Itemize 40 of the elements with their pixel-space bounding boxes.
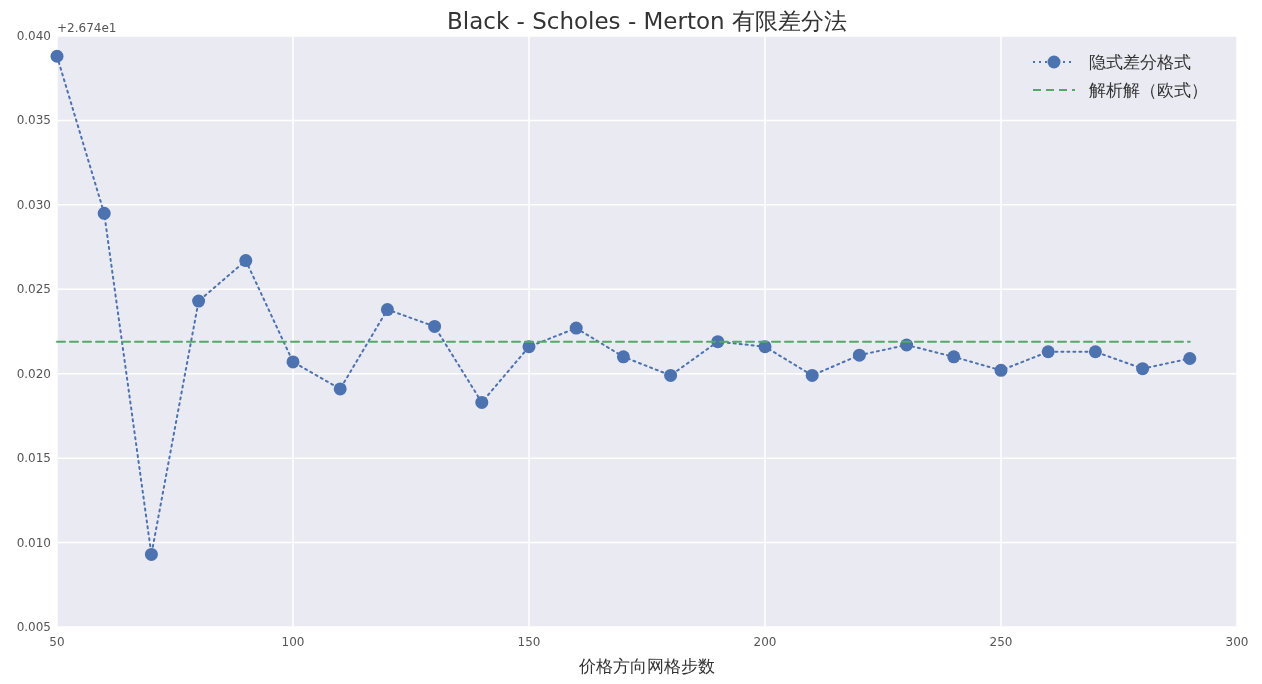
point <box>1183 352 1197 366</box>
y-tick-label: 0.035 <box>16 113 51 128</box>
y-tick-label: 0.025 <box>16 282 51 297</box>
y-tick-label: 0.040 <box>16 29 51 43</box>
point <box>994 363 1008 377</box>
point <box>805 368 819 382</box>
y-tick-label: 0.005 <box>16 620 51 634</box>
point <box>333 382 347 396</box>
y-tick-label: 0.015 <box>16 451 51 466</box>
legend-label: 隐式差分格式 <box>1089 52 1191 72</box>
point <box>569 321 583 335</box>
y-tick-label: 0.010 <box>16 535 51 550</box>
x-tick-label: 250 <box>989 635 1013 649</box>
point <box>616 350 630 364</box>
x-tick-label: 50 <box>49 635 65 649</box>
x-tick-label: 300 <box>1225 635 1249 649</box>
point <box>852 348 866 362</box>
point <box>239 254 253 268</box>
text: +2.674e1 <box>57 21 117 35</box>
point <box>1088 345 1102 359</box>
x-axis-title: 价格方向网格步数 <box>578 656 715 676</box>
legend-label: 解析解（欧式） <box>1089 80 1208 100</box>
x-tick-label: 150 <box>517 635 541 649</box>
chart-title: Black - Scholes - Merton 有限差分法 <box>447 8 847 34</box>
point <box>947 350 961 364</box>
point <box>475 395 489 409</box>
y-tick-label: 0.030 <box>16 197 51 212</box>
y-tick-label: 0.020 <box>16 366 51 381</box>
point <box>144 547 158 561</box>
point <box>380 303 394 317</box>
point <box>192 294 206 308</box>
point <box>50 49 64 63</box>
x-tick-label: 200 <box>753 635 777 649</box>
point <box>1136 362 1150 376</box>
point <box>428 319 442 333</box>
point <box>1041 345 1055 359</box>
x-tick-label: 100 <box>281 635 305 649</box>
point <box>664 368 678 382</box>
point <box>286 355 300 369</box>
point <box>97 206 111 220</box>
